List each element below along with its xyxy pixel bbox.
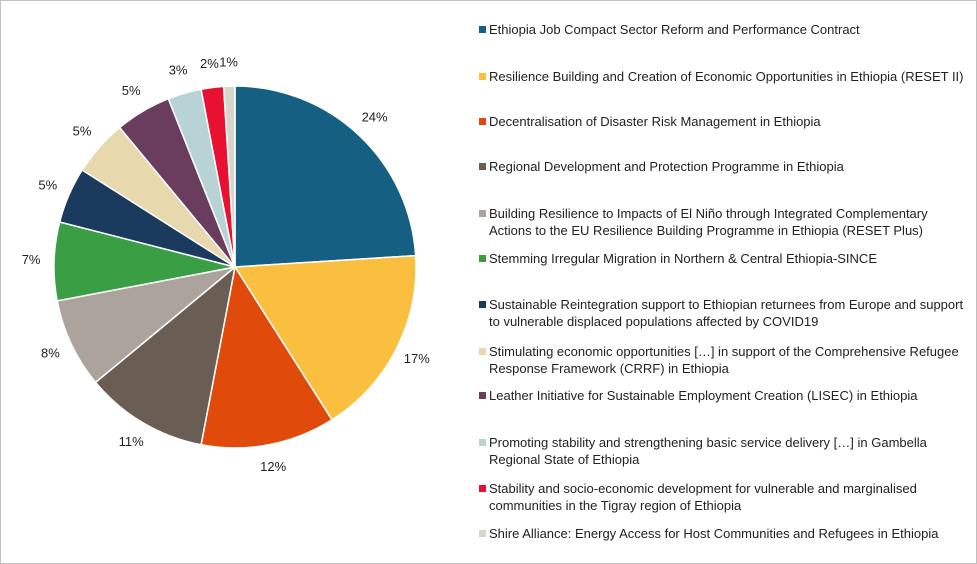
legend-item-12: Shire Alliance: Energy Access for Host C… <box>479 525 969 542</box>
slice-value-label-5: 8% <box>41 345 60 360</box>
legend-item-5: Building Resilience to Impacts of El Niñ… <box>479 205 969 239</box>
slice-value-label-10: 3% <box>169 63 188 78</box>
pie-slice-3 <box>200 264 334 449</box>
legend-swatch <box>479 163 486 170</box>
legend-item-9: Leather Initiative for Sustainable Emplo… <box>479 387 969 404</box>
legend-label: Regional Development and Protection Prog… <box>489 159 844 174</box>
legend-item-2: Resilience Building and Creation of Econ… <box>479 68 969 85</box>
legend-label: Stemming Irregular Migration in Northern… <box>489 251 877 266</box>
slice-value-label-8: 5% <box>73 124 92 139</box>
legend-swatch <box>479 348 486 355</box>
legend-label: Leather Initiative for Sustainable Emplo… <box>489 388 918 403</box>
slice-value-label-12: 1% <box>219 55 238 70</box>
slice-value-label-2: 17% <box>404 351 430 366</box>
slice-value-label-4: 11% <box>119 434 144 449</box>
legend-item-7: Sustainable Reintegration support to Eth… <box>479 296 969 330</box>
legend-label: Stimulating economic opportunities […] i… <box>489 344 959 376</box>
legend-label: Shire Alliance: Energy Access for Host C… <box>489 526 939 541</box>
legend-swatch <box>479 73 486 80</box>
pie-slice-4 <box>94 265 237 446</box>
legend-swatch <box>479 26 486 33</box>
legend-label: Building Resilience to Impacts of El Niñ… <box>489 206 928 238</box>
pie-slice-5 <box>56 266 236 384</box>
legend-item-10: Promoting stability and strengthening ba… <box>479 434 969 468</box>
slice-value-label-1: 24% <box>362 110 388 125</box>
slice-value-label-3: 12% <box>260 459 286 474</box>
legend-label: Promoting stability and strengthening ba… <box>489 435 927 467</box>
legend-item-1: Ethiopia Job Compact Sector Reform and P… <box>479 21 969 38</box>
legend-label: Resilience Building and Creation of Econ… <box>489 69 964 84</box>
pie-chart: 24% 17% 12% 11% 8% 7% 5% 5% 5% 3% 2% 1% <box>22 55 431 474</box>
legend-label: Ethiopia Job Compact Sector Reform and P… <box>489 22 860 37</box>
legend-item-3: Decentralisation of Disaster Risk Manage… <box>479 113 969 130</box>
legend-swatch <box>479 118 486 125</box>
legend-item-11: Stability and socio-economic development… <box>479 480 969 514</box>
pie-slice-2 <box>233 254 417 421</box>
legend-label: Decentralisation of Disaster Risk Manage… <box>489 114 821 129</box>
legend-label: Sustainable Reintegration support to Eth… <box>489 297 964 329</box>
legend-swatch <box>479 530 486 537</box>
slice-value-label-7: 5% <box>38 177 57 192</box>
slice-value-label-6: 7% <box>22 252 41 267</box>
legend-swatch <box>479 210 486 217</box>
legend-swatch <box>479 301 486 308</box>
legend-swatch <box>479 255 486 262</box>
legend-label: Stability and socio-economic development… <box>489 481 917 513</box>
slice-value-label-11: 2% <box>200 56 219 71</box>
legend-item-6: Stemming Irregular Migration in Northern… <box>479 250 969 267</box>
slice-value-label-9: 5% <box>122 83 141 98</box>
pie-slice-12 <box>222 85 236 268</box>
legend-swatch <box>479 392 486 399</box>
pie-slice-1 <box>234 85 417 268</box>
legend-item-4: Regional Development and Protection Prog… <box>479 158 969 175</box>
legend-swatch <box>479 439 486 446</box>
legend: Ethiopia Job Compact Sector Reform and P… <box>479 1 969 563</box>
legend-swatch <box>479 485 486 492</box>
legend-item-8: Stimulating economic opportunities […] i… <box>479 343 969 377</box>
